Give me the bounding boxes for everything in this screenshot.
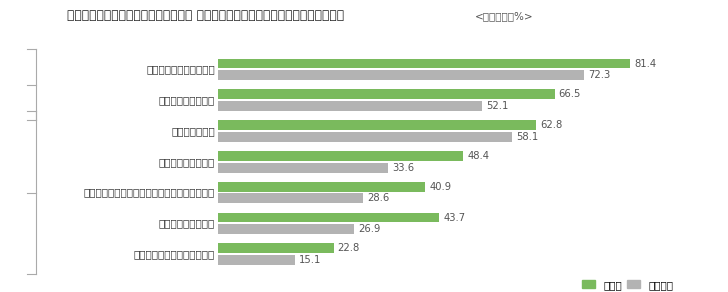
Text: <複数回答　%>: <複数回答 %> (475, 11, 534, 21)
Text: 強いブランドの創造: 強いブランドの創造 (159, 157, 215, 167)
Bar (218, 243, 333, 253)
Text: 66.5: 66.5 (558, 89, 581, 99)
Bar (218, 224, 355, 234)
Text: 22.8: 22.8 (338, 243, 360, 253)
Bar (218, 70, 584, 80)
Bar (218, 213, 439, 223)
Text: 市場の成長率が高い: 市場の成長率が高い (159, 95, 215, 105)
Text: デジタル技術の進展への対応: デジタル技術の進展への対応 (133, 249, 215, 259)
Bar (218, 255, 295, 265)
Bar (218, 59, 630, 68)
Bar (218, 120, 536, 130)
Text: 15.1: 15.1 (298, 255, 321, 265)
Text: 28.6: 28.6 (367, 193, 389, 204)
Text: 48.4: 48.4 (467, 151, 489, 161)
Text: 33.6: 33.6 (392, 163, 414, 173)
Text: 製品の高機能化: 製品の高機能化 (171, 126, 215, 136)
Text: 43.7: 43.7 (443, 213, 465, 223)
Text: 市場環境: 市場環境 (9, 72, 20, 97)
Bar (218, 89, 555, 99)
Bar (218, 101, 482, 111)
Bar (218, 151, 463, 161)
Bar (218, 163, 388, 173)
Bar (218, 182, 425, 192)
Text: 81.4: 81.4 (634, 58, 656, 69)
Legend: 推進群, 非推進群: 推進群, 非推進群 (578, 276, 677, 292)
Text: 62.8: 62.8 (540, 120, 562, 130)
Text: 26.9: 26.9 (358, 224, 381, 234)
Bar (218, 194, 363, 203)
Text: 72.3: 72.3 (588, 70, 610, 80)
Text: 効果的なマーケティング・販売プロセスの開発: 効果的なマーケティング・販売プロセスの開発 (84, 187, 215, 198)
Text: 重点課題: 重点課題 (9, 180, 20, 205)
Text: 58.1: 58.1 (516, 132, 539, 142)
Text: 40.9: 40.9 (430, 182, 451, 192)
Text: 競争状態が非常に激しい: 競争状態が非常に激しい (146, 65, 215, 74)
Text: オープン・イノベーション推進状況別 担当する新規開発領域の市場環境と重点課題: オープン・イノベーション推進状況別 担当する新規開発領域の市場環境と重点課題 (67, 9, 344, 22)
Text: 新規顧客基盤の獲得: 新規顧客基盤の獲得 (159, 218, 215, 228)
Text: 図表５: 図表５ (21, 9, 42, 22)
Bar (218, 132, 512, 142)
Text: 52.1: 52.1 (486, 101, 508, 111)
